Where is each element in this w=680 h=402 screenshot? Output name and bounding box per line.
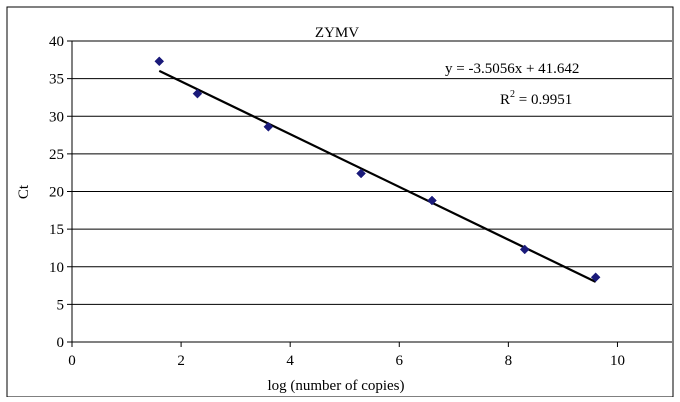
y-tick-label: 10: [49, 260, 64, 276]
x-tick-label: 4: [286, 353, 294, 369]
x-axis-label: log (number of copies): [267, 378, 404, 394]
r-squared-label: R2 = 0.9951: [500, 89, 572, 108]
y-axis-label: Ct: [16, 184, 32, 199]
x-tick-label: 10: [610, 353, 625, 369]
y-tick-label: 35: [49, 72, 64, 88]
data-points: [154, 56, 601, 283]
y-tick-label: 0: [57, 335, 65, 351]
data-point: [192, 88, 203, 99]
x-tick-label: 8: [505, 353, 513, 369]
y-tick-label: 15: [49, 222, 64, 238]
y-tick-label: 30: [49, 109, 64, 125]
data-point: [263, 121, 274, 132]
data-point: [519, 244, 530, 255]
r-squared-prefix: R: [500, 92, 510, 108]
r-squared-exponent: 2: [510, 89, 515, 100]
data-point: [427, 195, 437, 206]
chart-title: ZYMV: [315, 25, 359, 41]
y-tick-label: 5: [57, 297, 65, 313]
x-tick-label: 6: [396, 353, 404, 369]
data-point: [154, 56, 165, 67]
data-point: [356, 168, 366, 179]
x-tick-label: 2: [177, 353, 185, 369]
y-tick-label: 25: [49, 147, 64, 163]
trendline-equation: y = -3.5056x + 41.642: [445, 61, 579, 77]
axes: 0 5 10 15 20 25 30 35 40 0 2 4 6 8 10: [49, 34, 672, 369]
gridlines: [72, 40, 672, 305]
x-tick-label: 0: [68, 353, 76, 369]
y-tick-label: 20: [49, 185, 64, 201]
r-squared-value: = 0.9951: [515, 92, 572, 108]
data-point: [590, 272, 601, 283]
y-tick-label: 40: [49, 34, 64, 50]
chart-frame: [6, 6, 674, 398]
